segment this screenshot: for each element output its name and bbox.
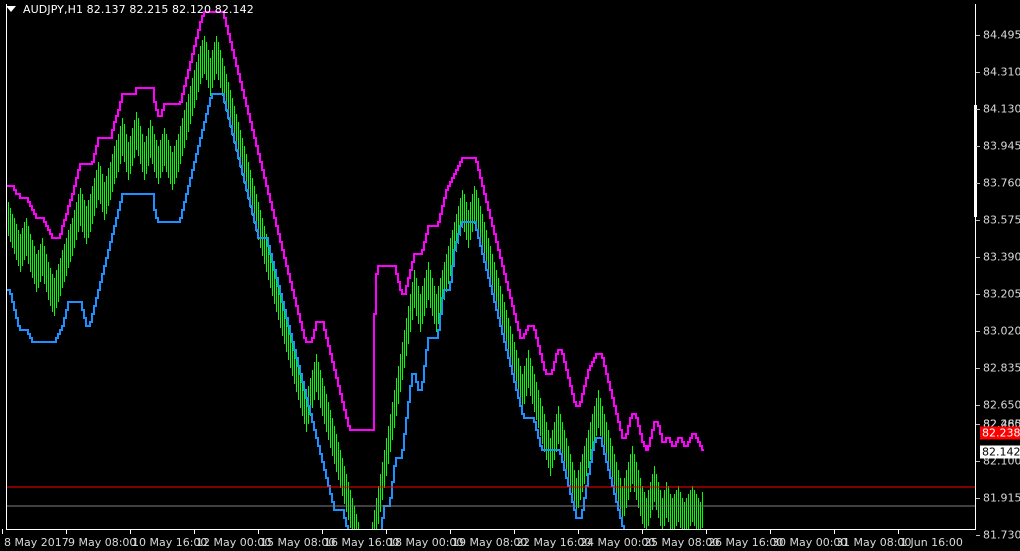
time-axis-label: 10 May 16:00 [132, 536, 208, 549]
time-axis-label: 19 May 08:00 [452, 536, 528, 549]
lower-band-series [6, 92, 626, 529]
price-tick [976, 257, 980, 258]
time-axis-label: 31 May 08:00 [836, 536, 912, 549]
lower-band-line [6, 92, 626, 529]
time-axis-label: 16 May 16:00 [324, 536, 400, 549]
time-tick [770, 529, 771, 534]
chart-bottom-border [6, 529, 975, 530]
symbol-ohlc-label: AUDJPY,H1 82.137 82.215 82.120 82.142 [23, 2, 254, 16]
chart-left-border [6, 4, 7, 530]
time-tick [450, 529, 451, 534]
price-tick [976, 220, 980, 221]
time-axis-label: 30 May 00:00 [772, 536, 848, 549]
time-axis-label: 22 May 16:00 [516, 536, 592, 549]
price-tick [976, 72, 980, 73]
price-tick [976, 331, 980, 332]
upper-band-series [6, 10, 704, 452]
time-tick [322, 529, 323, 534]
price-scale-axis[interactable] [975, 4, 976, 530]
price-tick [976, 424, 980, 425]
time-axis-label: 25 May 08:00 [644, 536, 720, 549]
price-axis-label: 84.495 [983, 28, 1020, 42]
price-scale-grip[interactable] [974, 105, 977, 217]
price-axis-label: 81.915 [983, 491, 1020, 505]
time-tick [2, 529, 3, 534]
chevron-down-icon[interactable] [6, 6, 16, 12]
time-axis-label: 8 May 2017 [4, 536, 69, 549]
price-axis-label: 83.390 [983, 250, 1020, 264]
price-tick [976, 146, 980, 147]
price-axis-label: 81.730 [983, 528, 1020, 542]
bid-price-label: 82.142 [980, 445, 1020, 459]
price-axis-label: 82.650 [983, 398, 1020, 412]
price-tick [976, 109, 980, 110]
time-tick [514, 529, 515, 534]
time-axis-label: 1 Jun 16:00 [900, 536, 963, 549]
time-scale[interactable]: 8 May 2017 9 May 08:00 10 May 16:00 12 May … [0, 529, 976, 551]
time-axis-label: 26 May 16:00 [708, 536, 784, 549]
chart-canvas [6, 4, 975, 529]
time-tick [834, 529, 835, 534]
time-tick [258, 529, 259, 534]
time-tick [578, 529, 579, 534]
price-tick [976, 183, 980, 184]
price-axis-label: 83.575 [983, 213, 1020, 227]
time-axis-label: 15 May 08:00 [260, 536, 336, 549]
ask-price-label: 82.238 [980, 426, 1020, 440]
time-axis-label: 12 May 00:00 [196, 536, 272, 549]
time-tick [194, 529, 195, 534]
price-bars-series [6, 36, 703, 529]
price-tick [976, 294, 980, 295]
chart-plot-area[interactable] [6, 4, 975, 529]
price-tick [976, 35, 980, 36]
upper-band-line [6, 10, 704, 452]
price-axis-label: 83.760 [983, 176, 1020, 190]
time-axis-label: 24 May 00:00 [580, 536, 656, 549]
price-tick [976, 498, 980, 499]
time-tick [642, 529, 643, 534]
price-axis-label: 83.205 [983, 287, 1020, 301]
price-tick [976, 405, 980, 406]
price-axis-label: 84.130 [983, 102, 1020, 116]
time-tick [66, 529, 67, 534]
price-axis-label: 83.020 [983, 324, 1020, 338]
price-axis-label: 82.835 [983, 361, 1020, 375]
price-tick [976, 535, 980, 536]
price-axis-label: 83.945 [983, 139, 1020, 153]
time-tick [898, 529, 899, 534]
price-tick [976, 461, 980, 462]
time-tick [386, 529, 387, 534]
time-tick [706, 529, 707, 534]
time-tick [130, 529, 131, 534]
symbol-header: AUDJPY,H1 82.137 82.215 82.120 82.142 [0, 0, 254, 18]
price-axis-label: 84.310 [983, 65, 1020, 79]
time-axis-label: 18 May 00:00 [388, 536, 464, 549]
price-tick [976, 368, 980, 369]
time-axis-label: 9 May 08:00 [68, 536, 137, 549]
price-scale[interactable]: 84.495 84.310 84.130 83.945 83.760 83.575 83.3… [976, 0, 1020, 551]
